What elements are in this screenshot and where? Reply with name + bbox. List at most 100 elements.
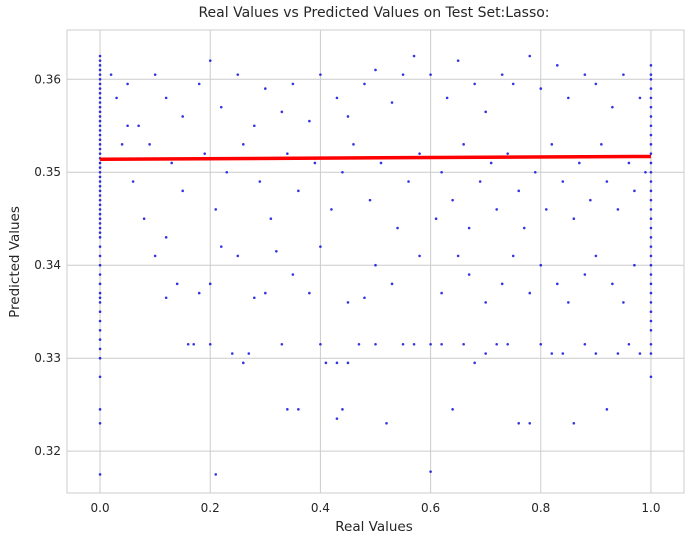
scatter-point	[197, 82, 201, 86]
scatter-point	[467, 226, 471, 230]
scatter-point	[98, 245, 102, 248]
scatter-point	[126, 82, 129, 86]
scatter-point	[379, 161, 383, 165]
scatter-point	[98, 73, 102, 76]
scatter-point	[506, 152, 510, 155]
scatter-point	[484, 301, 487, 304]
scatter-point	[649, 291, 653, 295]
scatter-point	[451, 408, 454, 411]
scatter-point	[649, 245, 653, 248]
scatter-point	[164, 236, 168, 239]
scatter-point	[319, 342, 322, 346]
scatter-point	[313, 161, 317, 165]
scatter-point	[445, 96, 449, 100]
scatter-point	[291, 273, 295, 276]
scatter-point	[98, 184, 102, 188]
scatter-point	[429, 73, 432, 76]
scatter-point	[649, 254, 653, 258]
scatter-point	[649, 342, 653, 346]
scatter-point	[418, 254, 421, 258]
scatter-point	[396, 226, 399, 230]
scatter-point	[627, 342, 631, 346]
scatter-point	[649, 319, 653, 323]
scatter-point	[649, 105, 653, 109]
scatter-point	[98, 87, 102, 90]
scatter-point	[649, 161, 653, 165]
scatter-point	[98, 282, 102, 286]
scatter-point	[264, 87, 267, 90]
scatter-point	[98, 143, 102, 146]
scatter-point	[517, 421, 521, 425]
scatter-point	[644, 170, 647, 174]
scatter-point	[131, 180, 135, 183]
scatter-point	[633, 263, 636, 267]
scatter-point	[495, 342, 498, 346]
scatter-point	[98, 110, 102, 114]
scatter-point	[567, 301, 570, 304]
y-tick-label: 0.34	[34, 258, 61, 272]
scatter-point	[98, 129, 102, 132]
scatter-point	[98, 310, 102, 314]
scatter-point	[649, 208, 653, 211]
scatter-point	[98, 356, 102, 360]
scatter-point	[98, 59, 102, 62]
scatter-point	[98, 347, 102, 351]
scatter-point	[600, 143, 603, 146]
scatter-point	[528, 421, 532, 425]
scatter-point	[98, 263, 102, 267]
scatter-point	[429, 470, 432, 473]
scatter-point	[649, 133, 653, 137]
scatter-point	[98, 328, 102, 332]
scatter-point	[363, 82, 366, 86]
scatter-point	[253, 124, 256, 128]
scatter-point	[473, 82, 476, 86]
scatter-point	[484, 352, 487, 355]
scatter-point	[434, 217, 438, 221]
scatter-point	[352, 143, 355, 146]
scatter-point	[98, 236, 102, 239]
scatter-point	[473, 361, 476, 365]
scatter-point	[583, 73, 587, 76]
scatter-point	[98, 254, 102, 258]
scatter-point	[98, 473, 102, 476]
scatter-point	[368, 198, 372, 202]
scatter-point	[649, 198, 653, 202]
scatter-point	[98, 296, 102, 300]
scatter-point	[649, 301, 653, 304]
scatter-point	[357, 342, 361, 346]
scatter-point	[517, 189, 521, 193]
scatter-point	[544, 208, 548, 211]
y-tick-label: 0.35	[34, 165, 61, 179]
y-axis-label: Predicted Values	[7, 206, 23, 318]
scatter-point	[219, 245, 223, 248]
scatter-point	[98, 338, 102, 341]
scatter-point	[236, 254, 240, 258]
scatter-point	[181, 115, 184, 118]
x-tick-label: 1.0	[641, 501, 660, 515]
scatter-point	[286, 152, 289, 155]
scatter-point	[98, 189, 102, 193]
scatter-point	[98, 77, 102, 81]
scatter-point	[126, 124, 129, 128]
scatter-point	[280, 110, 284, 114]
scatter-point	[137, 124, 140, 128]
scatter-point	[324, 361, 328, 365]
scatter-point	[374, 68, 377, 72]
scatter-point	[578, 161, 581, 165]
scatter-point	[98, 64, 102, 67]
scatter-point	[429, 342, 432, 346]
scatter-point	[456, 59, 460, 62]
scatter-point	[98, 208, 102, 211]
scatter-point	[208, 282, 212, 286]
scatter-point	[175, 282, 179, 286]
scatter-point	[385, 421, 388, 425]
scatter-point	[451, 198, 454, 202]
scatter-point	[98, 301, 102, 304]
scatter-point	[98, 408, 102, 411]
scatter-point	[649, 352, 653, 355]
scatter-point	[440, 291, 443, 295]
scatter-point	[341, 170, 344, 174]
scatter-point	[555, 282, 559, 286]
scatter-point	[374, 342, 377, 346]
